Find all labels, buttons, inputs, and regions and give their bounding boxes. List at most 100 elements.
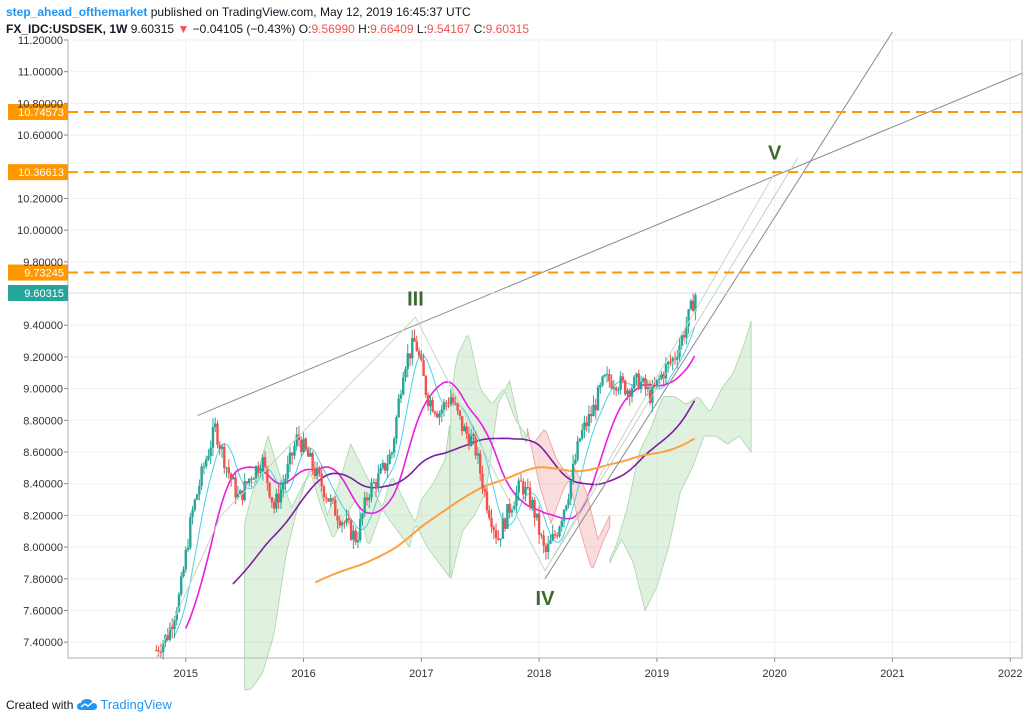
candle-body bbox=[642, 378, 645, 382]
candle-body bbox=[257, 466, 260, 473]
open-label: O: bbox=[298, 22, 312, 36]
candle-body bbox=[542, 535, 545, 546]
candle-body bbox=[447, 403, 450, 405]
price-axis[interactable]: 11.20000 11.00000 10.80000 10.60000 10.20000… bbox=[17, 35, 68, 649]
x-tick-label: 2017 bbox=[409, 668, 433, 680]
candle-body bbox=[363, 497, 366, 514]
last-price: 9.60315 bbox=[130, 22, 175, 36]
candle-body bbox=[157, 650, 160, 652]
open-value: 9.56990 bbox=[311, 22, 355, 36]
candle-body bbox=[691, 300, 695, 312]
candle-body bbox=[309, 453, 312, 457]
wave-labels: III IV V bbox=[407, 143, 782, 610]
candle-body bbox=[479, 453, 482, 474]
price-change: −0.04105 (−0.43%) bbox=[192, 22, 296, 36]
candle-body bbox=[501, 518, 505, 539]
plot-area bbox=[67, 39, 1023, 659]
candle-body bbox=[347, 518, 351, 521]
candle-body bbox=[506, 504, 509, 529]
x-tick-label: 2018 bbox=[527, 668, 551, 680]
candle-body bbox=[193, 499, 197, 510]
candle-body bbox=[508, 504, 511, 513]
symbol-label: FX_IDC:USDSEK, 1W bbox=[6, 22, 128, 36]
candle-body bbox=[302, 438, 305, 452]
candle-body bbox=[467, 433, 471, 446]
ma-orange bbox=[314, 437, 696, 584]
candle-body bbox=[465, 426, 468, 434]
candle-body bbox=[411, 338, 414, 359]
candle-body bbox=[277, 493, 280, 503]
candle-body bbox=[676, 357, 679, 360]
x-tick-label: 2019 bbox=[645, 668, 669, 680]
candle-body bbox=[438, 413, 441, 418]
candle-body bbox=[349, 520, 353, 540]
candle-body bbox=[191, 509, 194, 518]
candle-body bbox=[220, 446, 224, 449]
candle-body bbox=[442, 402, 446, 410]
candle-body bbox=[526, 487, 529, 489]
candle-body bbox=[660, 374, 663, 379]
time-axis[interactable]: 2015 2016 2017 2018 2019 2020 2021 2022 bbox=[174, 658, 1023, 680]
x-tick-label: 2020 bbox=[762, 668, 786, 680]
candle-body bbox=[311, 453, 314, 469]
candle-body bbox=[587, 413, 591, 427]
y-tick-label: 8.80000 bbox=[23, 415, 63, 427]
candle-body bbox=[417, 351, 421, 356]
candle-body bbox=[680, 335, 684, 346]
candle-body bbox=[354, 530, 357, 543]
candle-body bbox=[551, 533, 554, 541]
candle-body bbox=[365, 497, 369, 501]
candle-body bbox=[184, 549, 187, 570]
candle-body bbox=[315, 467, 319, 476]
candle-body bbox=[155, 650, 158, 652]
candle-body bbox=[578, 438, 582, 442]
candle-body bbox=[657, 378, 661, 380]
candle-body bbox=[291, 452, 294, 456]
candle-body bbox=[576, 441, 579, 460]
candle-body bbox=[596, 387, 600, 411]
price-level-tag bbox=[8, 264, 68, 281]
candle-body bbox=[336, 515, 339, 521]
candle-body bbox=[383, 462, 387, 471]
candle-body bbox=[472, 433, 475, 436]
candle-body bbox=[488, 510, 491, 518]
candle-body bbox=[286, 464, 289, 479]
candle-body bbox=[485, 491, 489, 511]
candle-body bbox=[603, 374, 606, 377]
candle-body bbox=[304, 438, 308, 450]
candle-body bbox=[238, 490, 242, 495]
candle-body bbox=[306, 449, 310, 457]
candle-body bbox=[474, 433, 477, 456]
tradingview-logo[interactable]: TradingView bbox=[77, 697, 172, 712]
candle-body bbox=[204, 459, 208, 467]
x-tick-label: 2016 bbox=[291, 668, 315, 680]
wave-label: V bbox=[768, 143, 782, 165]
candle-body bbox=[404, 369, 407, 378]
candle-body bbox=[694, 294, 697, 312]
candle-body bbox=[433, 411, 437, 414]
y-tick-label: 9.00000 bbox=[23, 384, 63, 396]
candle-body bbox=[558, 526, 561, 537]
candle-body bbox=[556, 535, 559, 537]
candle-body bbox=[320, 473, 323, 487]
candle-body bbox=[494, 530, 498, 539]
candle-body bbox=[211, 426, 215, 448]
candle-body bbox=[429, 400, 432, 407]
y-tick-label: 10.60000 bbox=[17, 130, 63, 142]
candle-body bbox=[585, 422, 588, 427]
candle-body bbox=[200, 466, 203, 486]
candle-body bbox=[519, 480, 523, 482]
candle-body bbox=[175, 611, 178, 621]
candle-body bbox=[503, 518, 507, 529]
author-name[interactable]: step_ahead_ofthemarket bbox=[6, 5, 148, 19]
candle-body bbox=[635, 373, 638, 377]
candle-body bbox=[567, 499, 570, 506]
candle-body bbox=[325, 497, 328, 499]
candle-body bbox=[229, 473, 233, 480]
candle-body bbox=[254, 466, 258, 479]
candle-body bbox=[327, 498, 330, 502]
candle-body bbox=[166, 634, 169, 640]
candle-body bbox=[281, 483, 285, 490]
candle-body bbox=[537, 513, 541, 535]
